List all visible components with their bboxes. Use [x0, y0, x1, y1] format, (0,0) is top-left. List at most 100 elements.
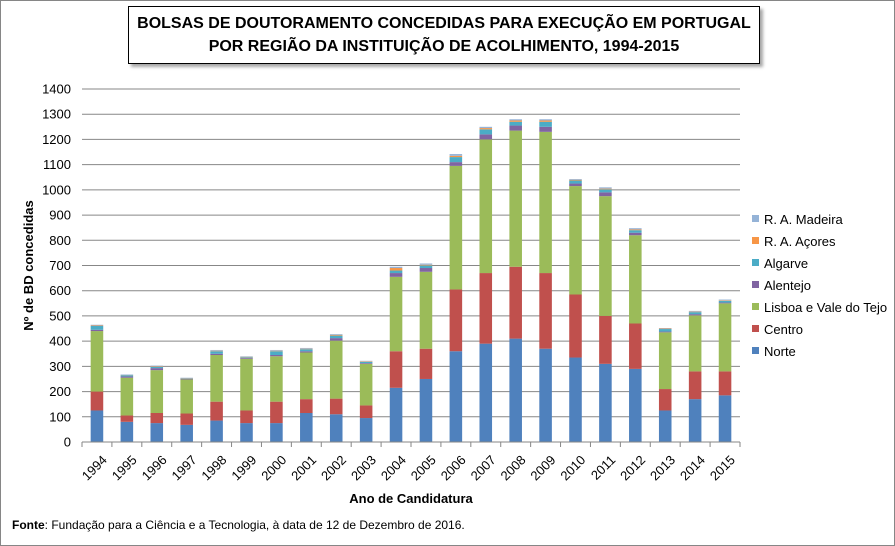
bar-segment	[240, 358, 253, 359]
y-tick-label: 400	[49, 334, 71, 349]
bar-segment	[359, 405, 373, 419]
bar-segment	[90, 410, 104, 442]
x-tick-label: 2003	[348, 452, 379, 483]
source-label: Fonte	[12, 518, 45, 532]
bar-segment	[449, 154, 463, 156]
bar-segment	[419, 264, 433, 266]
bar-segment	[629, 230, 642, 233]
bar-segment	[419, 271, 433, 349]
y-tick-label: 1400	[42, 82, 71, 97]
y-tick-label: 300	[49, 359, 71, 374]
bar-segment	[270, 423, 283, 442]
bar-segment	[180, 413, 193, 425]
bar-segment	[569, 180, 582, 184]
bar-segment	[150, 366, 164, 369]
bar-segment	[210, 349, 223, 351]
bar-segment	[180, 378, 193, 379]
legend-swatch	[752, 281, 759, 288]
bar-segment	[688, 310, 702, 312]
bar-segment	[688, 312, 702, 315]
bar-segment	[539, 120, 552, 122]
bar-segment	[300, 413, 313, 442]
bar-segment	[599, 363, 612, 442]
legend-label: Centro	[764, 322, 803, 337]
bar-segment	[658, 410, 672, 442]
bar-segment	[329, 398, 343, 415]
bar-segment	[210, 420, 223, 442]
x-tick-label: 2004	[378, 452, 409, 483]
bar-segment	[300, 351, 313, 353]
legend-swatch	[752, 325, 759, 332]
bar-segment	[359, 361, 373, 362]
y-tick-label: 1300	[42, 107, 71, 122]
bar-segment	[389, 268, 403, 271]
bar-segment	[389, 387, 403, 442]
bar-segment	[120, 376, 134, 378]
legend-label: R. A. Madeira	[764, 212, 844, 227]
bar-segment	[449, 157, 463, 163]
bar-segment	[599, 187, 612, 189]
bars	[90, 119, 732, 442]
bar-segment	[90, 329, 104, 332]
bar-segment	[180, 424, 193, 442]
bar-segment	[270, 351, 283, 356]
bar-segment	[509, 120, 522, 122]
x-tick-label: 2000	[258, 452, 289, 483]
source-text: : Fundação para a Ciência e a Tecnologia…	[44, 518, 465, 532]
bar-segment	[180, 378, 193, 380]
chart-title-line-2: POR REGIÃO DA INSTITUIÇÃO DE ACOLHIMENTO…	[208, 38, 680, 55]
bar-segment	[718, 303, 732, 372]
bar-segment	[359, 363, 373, 364]
bar-segment	[240, 356, 253, 358]
bar-segment	[329, 414, 343, 442]
bar-segment	[329, 335, 343, 339]
bar-segment	[449, 162, 463, 166]
bar-segment	[120, 375, 134, 377]
x-tick-label: 2010	[557, 452, 588, 483]
bar-segment	[180, 379, 193, 414]
legend-swatch	[752, 215, 759, 222]
bar-segment	[359, 360, 373, 362]
legend-swatch	[752, 303, 759, 310]
bar-segment	[389, 351, 403, 388]
bar-segment	[270, 350, 283, 352]
bar-segment	[629, 235, 642, 324]
bar-segment	[629, 323, 642, 369]
y-tick-label: 500	[49, 308, 71, 323]
x-tick-label: 2013	[647, 452, 678, 483]
bar-segment	[539, 273, 552, 349]
y-tick-label: 800	[49, 233, 71, 248]
bar-segment	[419, 378, 433, 442]
bar-segment	[150, 370, 164, 413]
bar-segment	[150, 413, 164, 424]
bar-segment	[539, 121, 552, 127]
bar-segment	[629, 229, 642, 231]
bar-segment	[240, 423, 253, 442]
y-tick-label: 900	[49, 208, 71, 223]
bar-segment	[240, 358, 253, 411]
legend-swatch	[752, 259, 759, 266]
y-tick-label: 700	[49, 258, 71, 273]
bar-segment	[688, 311, 702, 313]
y-tick-label: 100	[49, 409, 71, 424]
bar-segment	[629, 368, 642, 442]
y-axis-title: Nº de BD concedidas	[21, 200, 36, 330]
bar-segment	[658, 332, 672, 390]
bar-segment	[419, 268, 433, 272]
bar-segment	[509, 266, 522, 339]
x-tick-label: 2012	[617, 452, 648, 483]
bar-segment	[658, 331, 672, 333]
bar-segment	[389, 276, 403, 352]
bar-segment	[210, 401, 223, 421]
bar-segment	[718, 395, 732, 442]
bar-segment	[359, 418, 373, 442]
bar-segment	[658, 389, 672, 411]
bar-segment	[479, 343, 493, 442]
chart-title-line-1: BOLSAS DE DOUTORAMENTO CONCEDIDAS PARA E…	[137, 15, 751, 32]
bar-segment	[300, 348, 313, 350]
x-tick-label: 1994	[79, 452, 110, 483]
x-tick-label: 2011	[588, 452, 618, 482]
bar-segment	[569, 357, 582, 442]
bar-segment	[539, 348, 552, 442]
bar-segment	[120, 374, 134, 375]
